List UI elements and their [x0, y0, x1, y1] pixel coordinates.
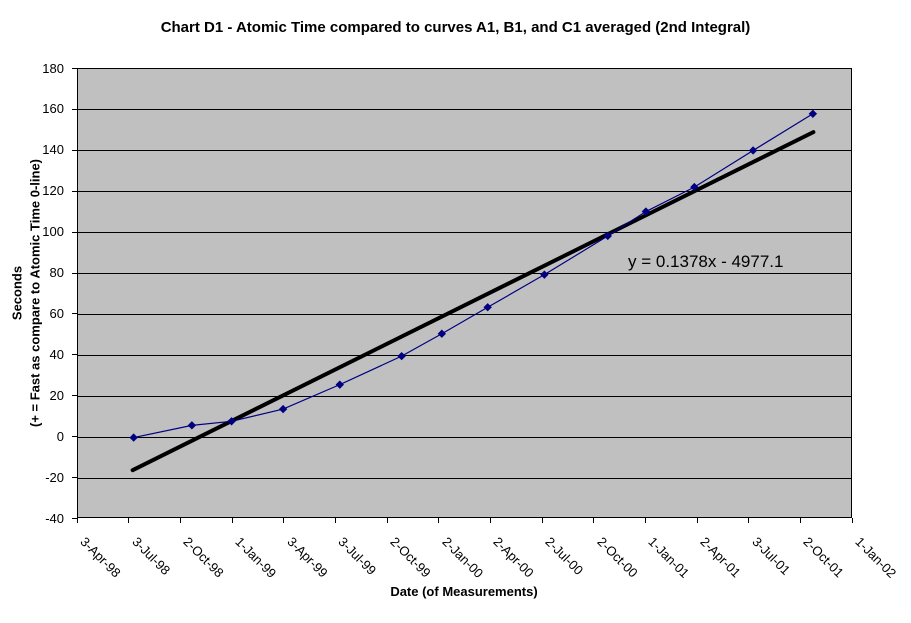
- data-point-marker: [187, 421, 197, 430]
- x-tick-mark: [179, 518, 181, 523]
- y-tick-label: -20: [45, 469, 64, 485]
- y-tick-mark: [72, 190, 77, 192]
- data-point-marker: [227, 417, 236, 426]
- x-tick-mark: [128, 518, 130, 523]
- gridline: [78, 273, 851, 275]
- y-tick-mark: [72, 354, 77, 356]
- y-tick-label: 160: [42, 101, 64, 117]
- y-tick-label: 60: [49, 305, 64, 321]
- y-tick-mark: [72, 518, 77, 519]
- x-tick-label: 2-Jan-00: [439, 534, 486, 581]
- x-tick-label: 3-Jul-01: [749, 534, 793, 578]
- x-tick-label: 2-Oct-00: [594, 534, 641, 581]
- x-tick-label: 2-Apr-00: [490, 534, 538, 581]
- gridline: [78, 150, 851, 152]
- gridline: [78, 191, 851, 193]
- y-tick-mark: [72, 313, 77, 315]
- data-point-marker: [278, 404, 288, 414]
- series-line: [133, 113, 814, 439]
- x-axis-title: Date (of Measurements): [390, 584, 538, 599]
- y-tick-mark: [72, 149, 77, 151]
- x-tick-label: 3-Jul-99: [335, 534, 380, 578]
- y-tick-label: 100: [42, 224, 64, 240]
- x-tick-label: 3-Jul-98: [129, 534, 173, 578]
- y-tick-label: 40: [49, 346, 64, 362]
- trendline-equation-label: y = 0.1378x - 4977.1: [628, 252, 784, 271]
- y-tick-mark: [72, 477, 77, 479]
- data-point-marker: [690, 182, 699, 192]
- series-plot: [129, 109, 818, 473]
- y-tick-mark: [72, 108, 77, 110]
- data-point-marker: [437, 329, 447, 338]
- y-tick-label: 140: [42, 142, 64, 158]
- x-tick-mark: [386, 518, 388, 523]
- gridline: [78, 313, 851, 315]
- y-tick-label: -40: [45, 510, 64, 526]
- x-tick-label: 2-Oct-98: [180, 534, 228, 581]
- trendline: [130, 130, 816, 473]
- x-tick-mark: [76, 518, 78, 523]
- x-tick-mark: [644, 518, 646, 523]
- x-tick-mark: [696, 518, 698, 523]
- x-tick-label: 1-Jan-01: [645, 534, 693, 581]
- x-tick-mark: [489, 518, 491, 523]
- data-point-marker: [483, 303, 492, 312]
- x-tick-mark: [593, 518, 595, 523]
- y-tick-label: 120: [42, 183, 64, 199]
- y-tick-label: 20: [49, 387, 64, 403]
- x-tick-mark: [334, 518, 336, 523]
- x-tick-label: 2-Oct-01: [800, 534, 848, 581]
- plot-area: y = 0.1378x - 4977.1: [77, 68, 852, 518]
- gridline: [78, 354, 851, 356]
- data-point-marker: [748, 146, 758, 155]
- gridline: [78, 109, 851, 111]
- data-point-marker: [808, 109, 818, 118]
- data-point-marker: [397, 351, 406, 361]
- x-tick-label: 1-Jan-02: [852, 534, 900, 581]
- x-tick-mark: [799, 518, 801, 523]
- y-tick-label: 0: [56, 428, 64, 444]
- data-point-marker: [129, 433, 138, 442]
- data-point-marker: [335, 380, 344, 389]
- y-tick-mark: [72, 68, 77, 69]
- x-tick-label: 2-Oct-99: [387, 534, 434, 581]
- chart-title: Chart D1 - Atomic Time compared to curve…: [160, 19, 751, 36]
- y-tick-label: 80: [49, 265, 64, 281]
- x-tick-mark: [231, 518, 233, 523]
- gridline: [78, 395, 851, 397]
- gridline: [78, 436, 851, 438]
- gridline: [78, 477, 851, 479]
- x-tick-mark: [541, 518, 543, 523]
- x-tick-mark: [748, 518, 750, 523]
- x-tick-mark: [851, 518, 853, 523]
- y-tick-mark: [72, 231, 77, 233]
- x-tick-mark: [438, 518, 440, 523]
- x-tick-label: 3-Apr-98: [77, 534, 124, 581]
- y-tick-label: 180: [42, 60, 64, 76]
- x-tick-mark: [283, 518, 285, 523]
- data-point-marker: [641, 207, 651, 216]
- x-tick-label: 2-Apr-01: [697, 534, 744, 581]
- data-point-marker: [540, 270, 549, 279]
- y-tick-mark: [72, 272, 77, 274]
- x-tick-label: 1-Jan-99: [232, 534, 280, 581]
- x-tick-label: 2-Jul-00: [542, 534, 587, 578]
- gridline: [78, 232, 851, 234]
- x-tick-label: 3-Apr-99: [284, 534, 331, 581]
- y-tick-mark: [72, 436, 77, 438]
- y-tick-mark: [72, 395, 77, 397]
